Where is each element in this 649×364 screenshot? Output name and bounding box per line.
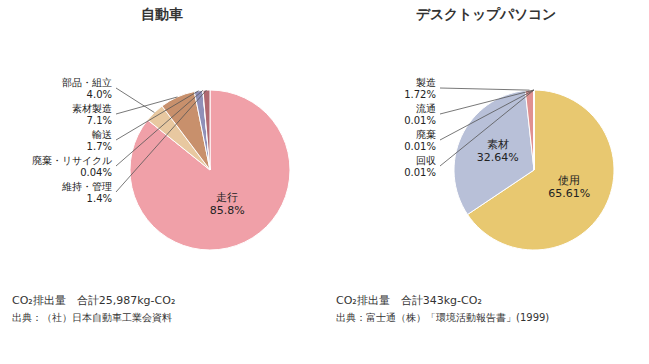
svg-text:素材製造7.1%: 素材製造7.1%: [72, 103, 112, 126]
svg-text:流通0.01%: 流通0.01%: [404, 103, 436, 126]
svg-text:走行85.8%: 走行85.8%: [210, 191, 245, 217]
svg-text:輸送1.7%: 輸送1.7%: [87, 129, 112, 152]
svg-text:使用65.61%: 使用65.61%: [548, 174, 590, 200]
html-text:自動車: 自動車: [141, 6, 183, 22]
svg-text:部品・組立4.0%: 部品・組立4.0%: [62, 77, 112, 100]
html-text:デスクトップパソコン: デスクトップパソコン: [416, 6, 556, 22]
html-text:CO₂排出量 合計25,987kg-CO₂: CO₂排出量 合計25,987kg-CO₂: [12, 294, 176, 307]
svg-text:廃棄0.01%: 廃棄0.01%: [404, 129, 436, 152]
html-text:CO₂排出量 合計343kg-CO₂: CO₂排出量 合計343kg-CO₂: [336, 294, 482, 307]
html-text:出典：富士通（株）「環境活動報告書」(1999): 出典：富士通（株）「環境活動報告書」(1999): [336, 312, 550, 323]
svg-text:素材32.64%: 素材32.64%: [477, 138, 519, 164]
svg-text:製造1.72%: 製造1.72%: [404, 77, 436, 100]
svg-text:維持・管理1.4%: 維持・管理1.4%: [61, 181, 112, 204]
svg-text:廃棄・リサイクル0.04%: 廃棄・リサイクル0.04%: [32, 155, 112, 178]
svg-text:回収0.01%: 回収0.01%: [404, 155, 436, 178]
html-text:出典：（社）日本自動車工業会資料: 出典：（社）日本自動車工業会資料: [12, 312, 172, 323]
